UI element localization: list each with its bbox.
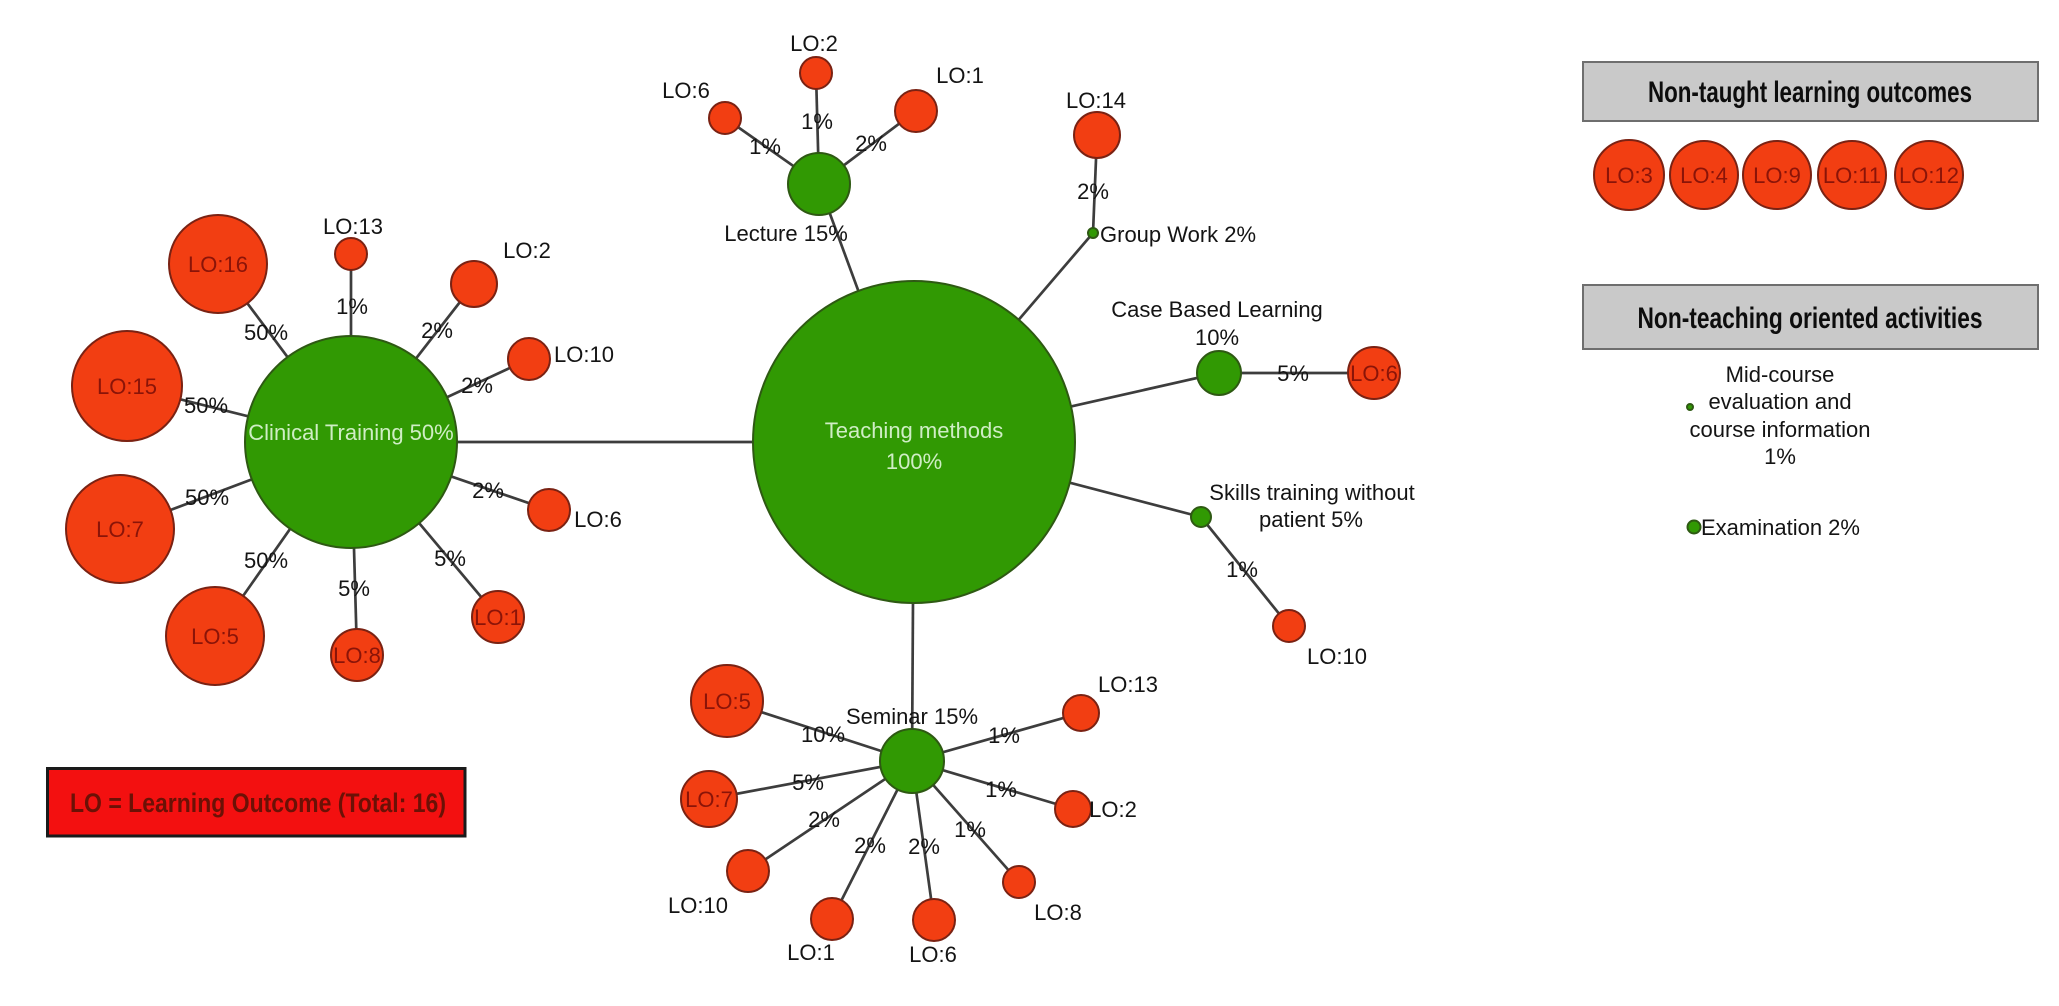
svg-text:2%: 2% [855, 131, 887, 156]
svg-text:LO = Learning Outcome (Total:: LO = Learning Outcome (Total: 16) [70, 788, 446, 818]
svg-text:evaluation and: evaluation and [1708, 389, 1851, 414]
svg-text:1%: 1% [749, 134, 781, 159]
svg-text:1%: 1% [801, 109, 833, 134]
svg-text:10%: 10% [1195, 325, 1239, 350]
svg-text:Seminar 15%: Seminar 15% [846, 704, 978, 729]
svg-text:100%: 100% [886, 449, 942, 474]
svg-text:2%: 2% [908, 834, 940, 859]
svg-text:LO:5: LO:5 [703, 689, 751, 714]
svg-text:Case Based Learning: Case Based Learning [1111, 297, 1323, 322]
svg-text:LO:13: LO:13 [1098, 672, 1158, 697]
svg-text:LO:14: LO:14 [1066, 88, 1126, 113]
svg-text:LO:10: LO:10 [554, 342, 614, 367]
svg-text:2%: 2% [808, 807, 840, 832]
svg-text:LO:7: LO:7 [96, 517, 144, 542]
svg-text:LO:8: LO:8 [333, 643, 381, 668]
svg-text:1%: 1% [336, 294, 368, 319]
svg-text:Non-teaching oriented activiti: Non-teaching oriented activities [1638, 302, 1983, 335]
svg-text:LO:6: LO:6 [662, 78, 710, 103]
svg-text:LO:9: LO:9 [1753, 163, 1801, 188]
svg-text:LO:6: LO:6 [1350, 361, 1398, 386]
svg-text:2%: 2% [854, 833, 886, 858]
svg-text:50%: 50% [244, 320, 288, 345]
svg-text:Group Work 2%: Group Work 2% [1100, 222, 1256, 247]
svg-text:1%: 1% [988, 723, 1020, 748]
svg-text:LO:10: LO:10 [1307, 644, 1367, 669]
svg-text:LO:1: LO:1 [787, 940, 835, 965]
svg-text:5%: 5% [792, 770, 824, 795]
svg-text:LO:11: LO:11 [1823, 163, 1881, 188]
svg-text:LO:10: LO:10 [668, 893, 728, 918]
svg-text:LO:1: LO:1 [936, 63, 984, 88]
svg-text:course information: course information [1690, 417, 1871, 442]
svg-text:LO:5: LO:5 [191, 624, 239, 649]
svg-text:1%: 1% [985, 777, 1017, 802]
svg-text:LO:6: LO:6 [909, 942, 957, 967]
svg-text:Clinical Training 50%: Clinical Training 50% [248, 420, 453, 445]
svg-text:LO:2: LO:2 [1089, 797, 1137, 822]
svg-text:LO:15: LO:15 [97, 374, 157, 399]
svg-text:2%: 2% [461, 373, 493, 398]
svg-text:LO:3: LO:3 [1605, 163, 1653, 188]
svg-text:Non-taught learning outcomes: Non-taught learning outcomes [1648, 76, 1972, 109]
svg-text:2%: 2% [1077, 179, 1109, 204]
svg-text:1%: 1% [1226, 557, 1258, 582]
svg-text:1%: 1% [954, 817, 986, 842]
svg-text:LO:7: LO:7 [685, 787, 733, 812]
svg-text:patient 5%: patient 5% [1259, 507, 1363, 532]
svg-text:2%: 2% [472, 478, 504, 503]
svg-text:1%: 1% [1764, 444, 1796, 469]
svg-text:10%: 10% [801, 722, 845, 747]
svg-text:LO:8: LO:8 [1034, 900, 1082, 925]
svg-text:5%: 5% [1277, 361, 1309, 386]
svg-text:5%: 5% [338, 576, 370, 601]
svg-text:2%: 2% [421, 318, 453, 343]
svg-text:LO:4: LO:4 [1680, 163, 1728, 188]
svg-text:LO:13: LO:13 [323, 214, 383, 239]
svg-text:Mid-course: Mid-course [1726, 362, 1835, 387]
svg-text:50%: 50% [185, 485, 229, 510]
svg-text:Teaching methods: Teaching methods [825, 418, 1004, 443]
svg-text:50%: 50% [244, 548, 288, 573]
svg-text:LO:12: LO:12 [1899, 163, 1959, 188]
svg-text:Skills training without: Skills training without [1209, 480, 1414, 505]
svg-text:LO:6: LO:6 [574, 507, 622, 532]
svg-text:5%: 5% [434, 546, 466, 571]
svg-text:Lecture 15%: Lecture 15% [724, 221, 848, 246]
svg-text:LO:16: LO:16 [188, 252, 248, 277]
svg-text:LO:1: LO:1 [474, 605, 522, 630]
svg-text:LO:2: LO:2 [503, 238, 551, 263]
svg-text:LO:2: LO:2 [790, 31, 838, 56]
svg-text:50%: 50% [184, 393, 228, 418]
svg-text:Examination 2%: Examination 2% [1701, 515, 1860, 540]
